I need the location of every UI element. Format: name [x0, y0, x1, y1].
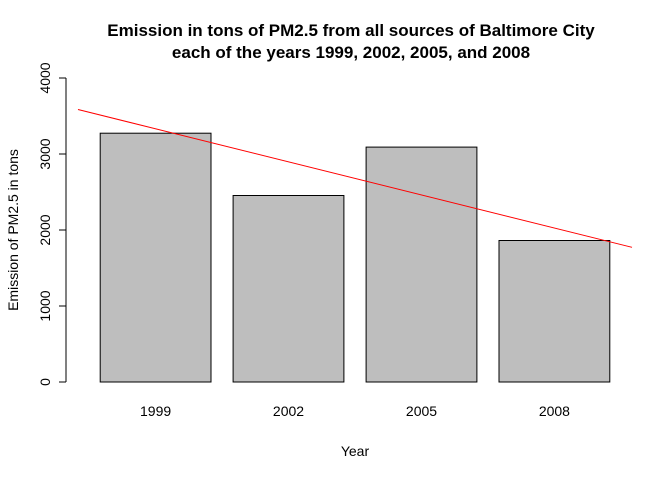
- y-axis: 0 1000 2000 3000 4000: [37, 62, 67, 386]
- y-tick-label-1000: 1000: [37, 290, 53, 321]
- y-tick-label-2000: 2000: [37, 214, 53, 245]
- bar-2002: [232, 195, 345, 383]
- x-tick-label-2008: 2008: [539, 403, 570, 419]
- bar-2008: [498, 240, 611, 383]
- bar-1999: [99, 132, 212, 383]
- chart-subtitle: each of the years 1999, 2002, 2005, and …: [172, 43, 530, 62]
- bars-layer: [99, 132, 611, 383]
- y-tick-label-3000: 3000: [37, 138, 53, 169]
- x-tick-label-2005: 2005: [406, 403, 437, 419]
- chart-title: Emission in tons of PM2.5 from all sourc…: [107, 21, 595, 40]
- trend-layer: [77, 109, 633, 248]
- y-axis-label: Emission of PM2.5 in tons: [5, 149, 21, 311]
- y-tick-label-4000: 4000: [37, 62, 53, 93]
- bar-2005: [365, 146, 478, 383]
- x-axis: 1999 2002 2005 2008: [140, 403, 570, 419]
- trend-line: [77, 109, 633, 248]
- y-tick-label-0: 0: [37, 378, 53, 386]
- x-tick-label-2002: 2002: [273, 403, 304, 419]
- x-axis-label: Year: [341, 443, 370, 459]
- x-tick-label-1999: 1999: [140, 403, 171, 419]
